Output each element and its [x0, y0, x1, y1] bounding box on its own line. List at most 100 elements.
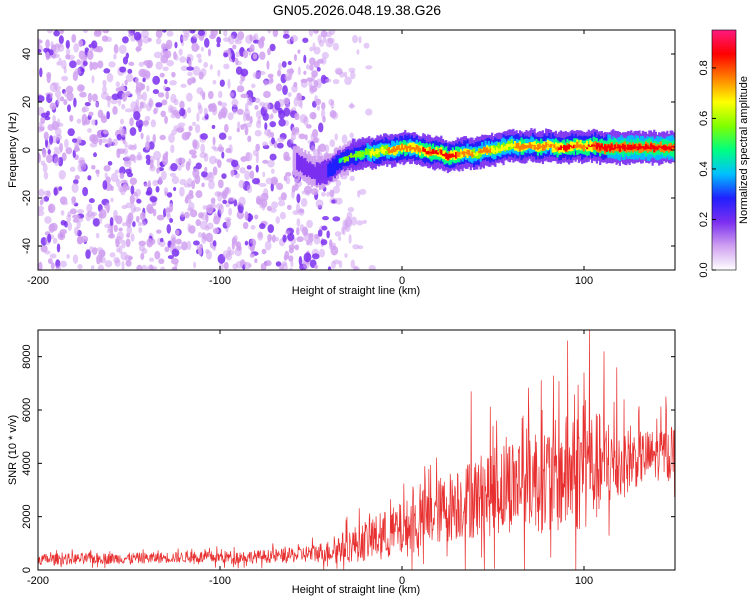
- spectrogram-noise-cell: [363, 42, 370, 49]
- spectrogram-ridge-cell: [386, 148, 389, 151]
- spectrogram-ytick-label: -20: [21, 190, 33, 206]
- spectrogram-noise-cell: [252, 53, 258, 60]
- spectrogram-noise-cell: [304, 134, 308, 141]
- snr-ytick-label: 0: [21, 567, 33, 573]
- spectrogram-noise-cell: [104, 260, 113, 268]
- spectrogram-noise-cell: [365, 65, 373, 70]
- spectrogram-ridge-cell: [597, 143, 600, 148]
- spectrogram-noise-cell: [300, 197, 308, 207]
- spectrogram-noise-cell: [322, 216, 329, 221]
- spectrogram-ridge-cell: [456, 151, 459, 158]
- spectrogram-noise-cell: [198, 71, 204, 80]
- spectrogram-ridge-cell: [628, 144, 631, 150]
- spectrogram-noise-cell: [244, 170, 251, 181]
- spectrogram-noise-cell: [262, 159, 269, 164]
- spectrogram-noise-cell: [294, 112, 300, 121]
- spectrogram-noise-cell: [40, 115, 46, 125]
- spectrogram-noise-cell: [133, 143, 137, 150]
- spectrogram-noise-cell: [67, 221, 72, 231]
- spectrogram-noise-cell: [76, 118, 82, 124]
- spectrogram-noise-cell: [170, 162, 178, 172]
- spectrogram-ridge-cell: [495, 147, 499, 154]
- colorbar-tick-label: 0.8: [698, 60, 710, 75]
- spectrogram-noise-cell: [129, 177, 138, 185]
- spectrogram-noise-cell: [306, 240, 310, 246]
- spectrogram-noise-cell: [321, 102, 326, 110]
- spectrogram-noise-cell: [258, 39, 265, 49]
- spectrogram-ridge-cell: [377, 150, 381, 152]
- spectrogram-noise-cell: [127, 30, 131, 34]
- spectrogram-noise-cell: [49, 222, 58, 232]
- spectrogram-noise-cell: [321, 51, 329, 59]
- spectrogram-ridge-cell: [353, 153, 356, 158]
- spectrogram-noise-cell: [153, 266, 158, 270]
- spectrogram-noise-cell: [47, 203, 56, 214]
- spectrogram-ridge-cell: [494, 150, 497, 152]
- spectrogram-noise-cell: [271, 168, 275, 174]
- figure-title: GN05.2026.048.19.38.G26: [273, 2, 441, 18]
- spectrogram-noise-cell: [274, 236, 279, 242]
- spectrogram-noise-cell: [278, 196, 283, 201]
- spectrogram-noise-cell: [200, 46, 204, 52]
- spectrogram-noise-cell: [350, 102, 354, 109]
- spectrogram-noise-cell: [48, 135, 54, 145]
- spectrogram-noise-cell: [65, 39, 70, 49]
- spectrogram-ridge-cell: [418, 147, 422, 153]
- spectrogram-ytick-label: 0: [21, 147, 33, 153]
- spectrogram-ridge-cell: [422, 147, 425, 152]
- spectrogram-noise-cell: [194, 124, 201, 134]
- spectrogram-ridge-cell: [391, 148, 394, 153]
- spectrogram-noise-cell: [270, 182, 274, 192]
- spectrogram-ridge-cell: [586, 147, 589, 150]
- colorbar-gradient: [712, 30, 736, 270]
- spectrogram-noise-cell: [99, 214, 103, 224]
- spectrogram-noise-cell: [52, 237, 58, 244]
- spectrogram-noise-cell: [171, 71, 176, 78]
- spectrogram-noise-cell: [112, 138, 118, 147]
- spectrogram-ridge-cell: [525, 145, 528, 149]
- snr-xtick-label: 100: [575, 575, 593, 587]
- spectrogram-ridge-cell: [450, 153, 453, 158]
- spectrogram-noise-cell: [254, 105, 259, 110]
- spectrogram-ridge-cell: [402, 144, 405, 150]
- spectrogram-noise-cell: [269, 121, 277, 128]
- spectrogram-noise-cell: [42, 163, 48, 173]
- spectrogram-noise-cell: [74, 145, 80, 153]
- spectrogram-noise-cell: [146, 238, 154, 248]
- spectrogram-noise-cell: [113, 215, 119, 221]
- spectrogram-noise-cell: [103, 165, 111, 172]
- spectrogram-noise-cell: [43, 131, 49, 141]
- spectrogram-noise-cell: [234, 39, 243, 45]
- spectrogram-noise-cell: [266, 205, 273, 212]
- colorbar-tick-label: 0.6: [698, 111, 710, 126]
- spectrogram-noise-cell: [125, 73, 134, 83]
- spectrogram-noise-cell: [312, 128, 319, 139]
- spectrogram-noise-cell: [227, 135, 232, 141]
- spectrogram-noise-cell: [160, 266, 165, 270]
- spectrogram-ridge-cell: [595, 142, 599, 150]
- spectrogram-ridge-cell: [612, 147, 615, 151]
- spectrogram-ridge-cell: [658, 145, 661, 148]
- spectrogram-noise-cell: [84, 102, 91, 107]
- spectrogram-noise-cell: [205, 204, 214, 214]
- spectrogram-noise-cell: [263, 90, 271, 99]
- spectrogram-noise-cell: [212, 136, 216, 146]
- spectrogram-noise-cell: [240, 68, 249, 77]
- spectrogram-noise-cell: [296, 193, 301, 204]
- spectrogram-noise-cell: [79, 84, 85, 91]
- spectrogram-ridge-cell: [363, 150, 366, 159]
- spectrogram-noise-cell: [65, 54, 71, 60]
- spectrogram-noise-cell: [283, 97, 290, 105]
- spectrogram-noise-cell: [63, 66, 67, 74]
- spectrogram-noise-cell: [139, 211, 146, 221]
- spectrogram-noise-cell: [276, 182, 284, 191]
- spectrogram-noise-cell: [53, 187, 58, 196]
- spectrogram-noise-cell: [240, 93, 249, 99]
- spectrogram-noise-cell: [110, 99, 119, 105]
- spectrogram-noise-cell: [209, 64, 213, 70]
- spectrogram-noise-cell: [278, 264, 283, 270]
- spectrogram-noise-cell: [203, 107, 208, 116]
- spectrogram-noise-cell: [287, 60, 292, 66]
- spectrogram-noise-cell: [138, 226, 143, 234]
- spectrogram-noise-cell: [210, 197, 216, 204]
